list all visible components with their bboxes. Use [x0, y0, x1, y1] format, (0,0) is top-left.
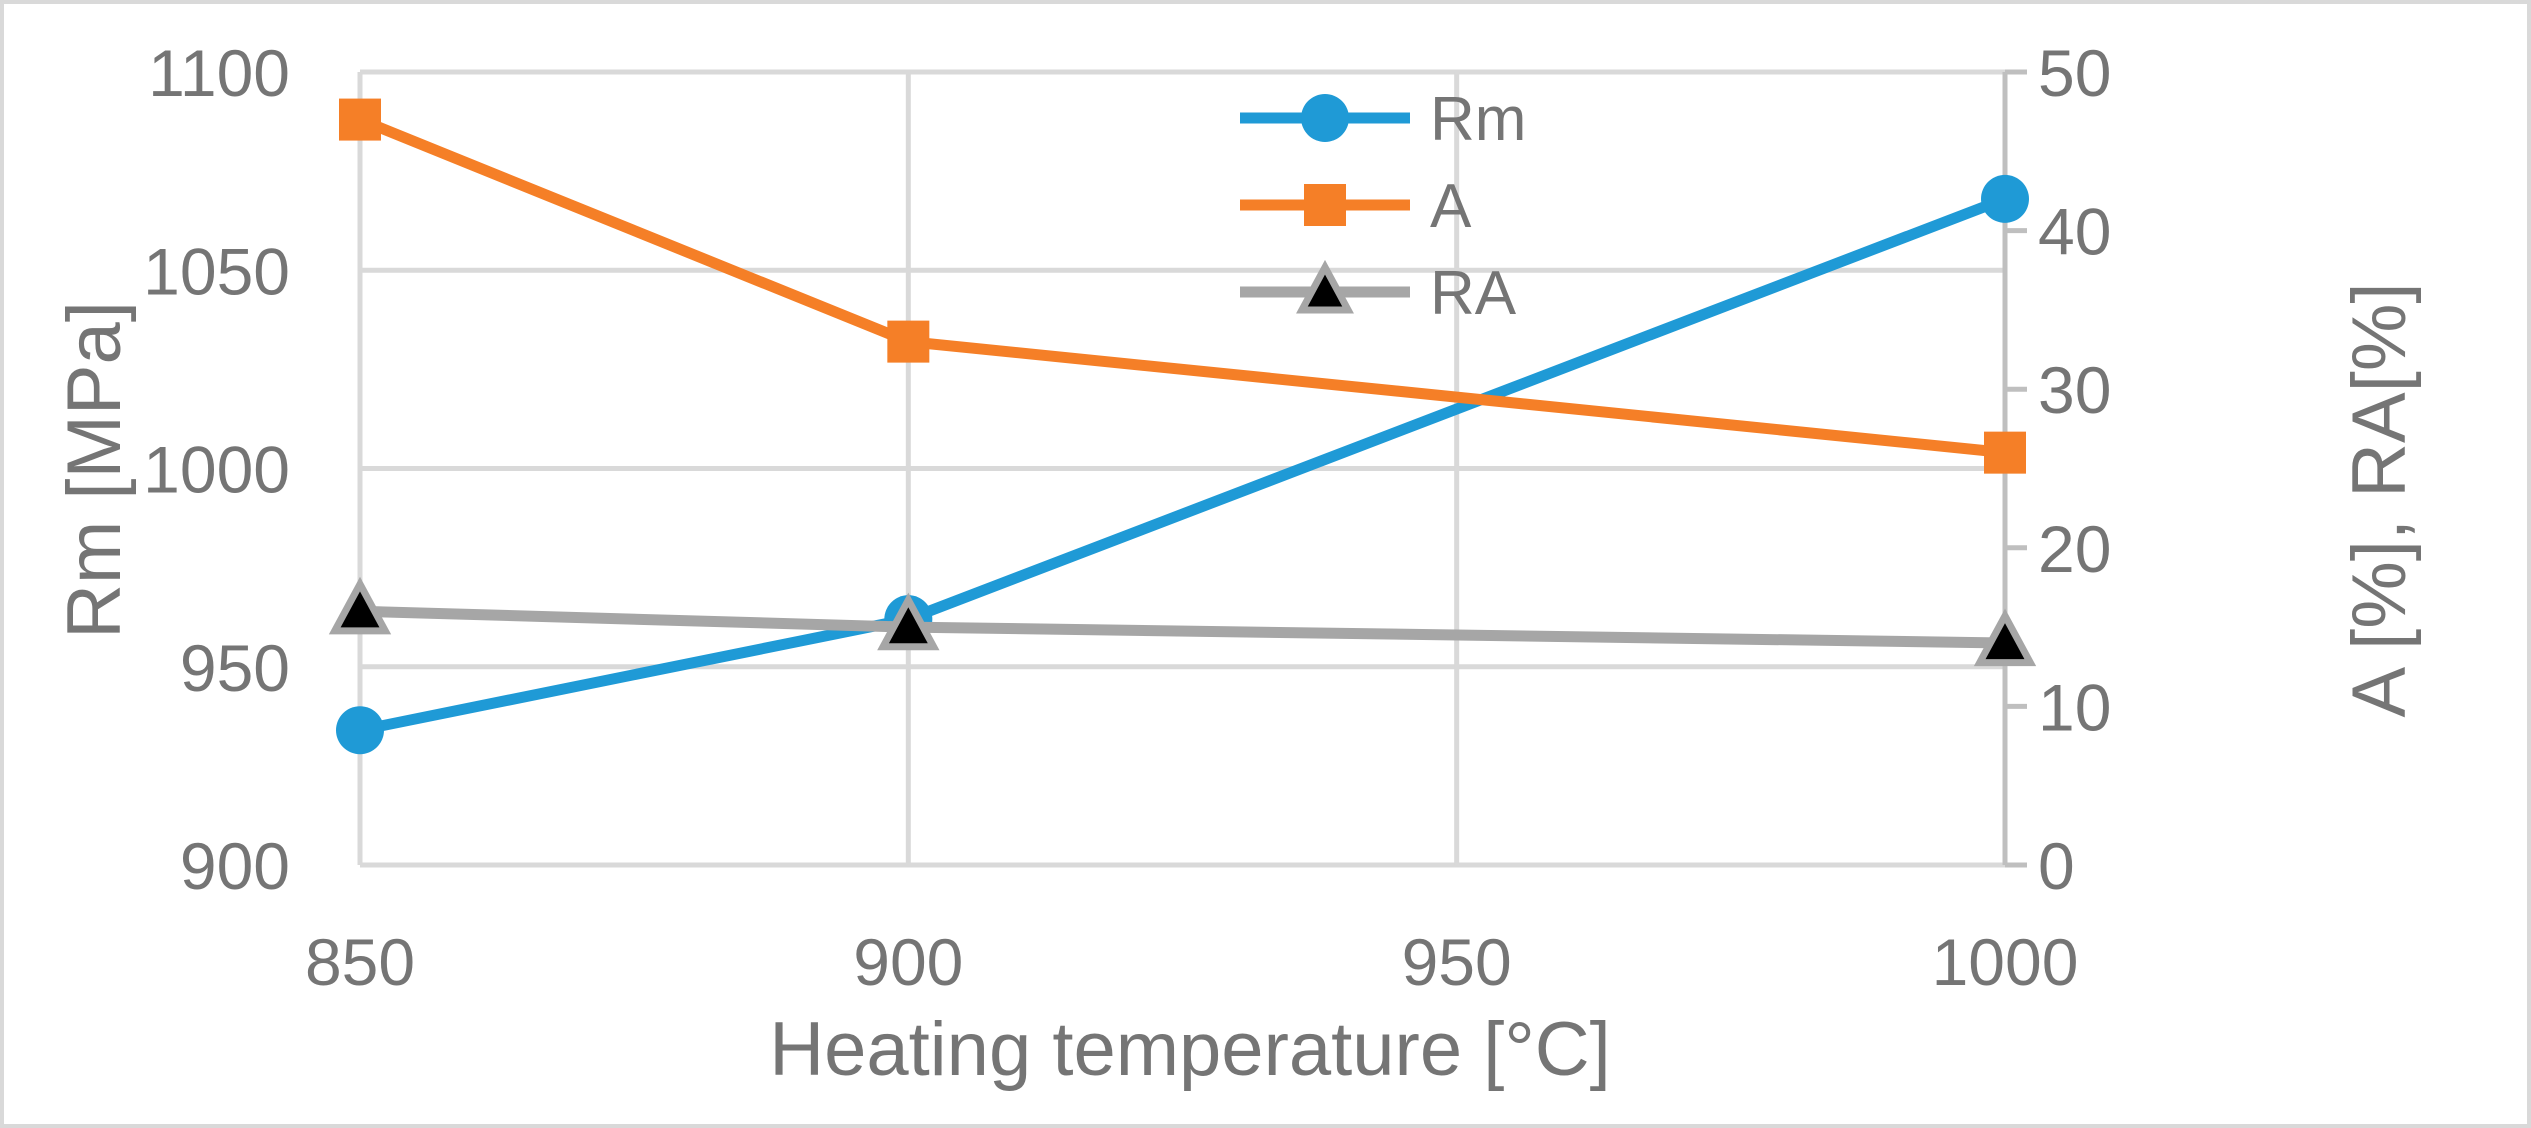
legend-marker	[1301, 94, 1349, 142]
y-axis-title: Rm [MPa]	[52, 301, 137, 639]
series-ra	[328, 576, 2037, 667]
series-layer	[328, 98, 2037, 755]
y-tick-label: 1100	[148, 36, 290, 110]
x-tick-label: 1000	[1932, 925, 2079, 999]
x-tick-label: 900	[853, 925, 963, 999]
data-point-ra	[1973, 608, 2037, 667]
y2-tick-label: 50	[2038, 36, 2111, 110]
data-point-rm	[1981, 174, 2029, 223]
data-point-a	[339, 98, 381, 141]
legend-marker	[1304, 184, 1346, 226]
legend-label: A	[1430, 172, 1472, 241]
y-tick-label: 1000	[143, 433, 290, 507]
legend: Rm A RA	[1240, 85, 1526, 328]
series-a	[339, 98, 2026, 474]
data-point-a	[1984, 431, 2026, 474]
legend-entry-rm: Rm	[1240, 85, 1526, 154]
y2-tick-label: 30	[2038, 353, 2111, 427]
y-tick-label: 950	[180, 631, 290, 705]
data-point-ra	[877, 592, 940, 651]
x-axis-title: Heating temperature [°C]	[769, 1007, 1610, 1092]
data-point-ra	[328, 576, 392, 635]
data-point-a	[887, 320, 930, 363]
data-point-rm	[336, 706, 384, 755]
y2-tick-label: 10	[2038, 670, 2111, 744]
x-tick-label: 950	[1402, 925, 1512, 999]
y2-axis-title: A [%], RA[%]	[2337, 282, 2422, 717]
legend-entry-ra: RA	[1240, 259, 1517, 328]
legend-entry-a: A	[1240, 172, 1472, 241]
y-tick-label: 1050	[143, 234, 290, 308]
legend-marker	[1296, 259, 1354, 314]
y2-tick-label: 20	[2038, 512, 2111, 586]
y2-tick-label: 0	[2038, 829, 2075, 903]
legend-label: Rm	[1430, 85, 1526, 154]
y2-tick-label: 40	[2038, 195, 2111, 269]
y-tick-label: 900	[180, 829, 290, 903]
x-tick-label: 850	[305, 925, 415, 999]
legend-label: RA	[1430, 259, 1517, 328]
